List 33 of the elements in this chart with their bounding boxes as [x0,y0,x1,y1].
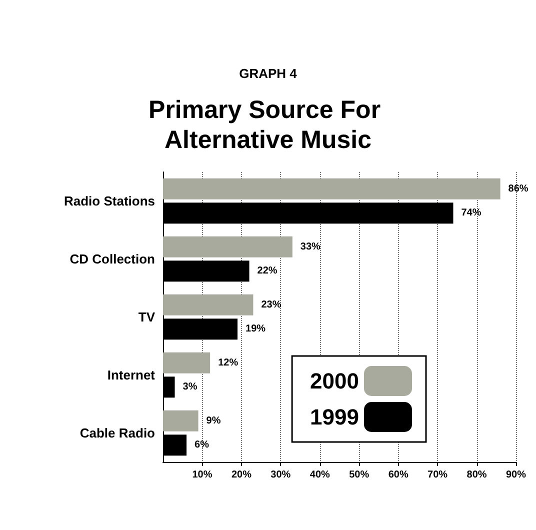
chart-subtitle: GRAPH 4 [239,66,298,81]
chart-title: Primary Source For Alternative Music [148,96,388,154]
data-label: 33% [300,241,321,252]
legend-label: 1999 [310,404,359,430]
data-label: 22% [257,266,278,277]
x-tick-label: 10% [192,470,212,480]
x-tick-label: 60% [388,470,408,480]
data-label: 9% [206,415,221,426]
bar [163,178,500,200]
x-tick-label: 40% [310,470,330,480]
x-tick-label: 30% [270,470,291,480]
y-tick-label: Radio Stations [64,194,155,208]
y-tick-label: CD Collection [70,252,156,266]
data-label: 86% [508,183,528,194]
data-label: 12% [218,357,238,368]
x-tick-label: 80% [466,470,487,480]
x-tick-label: 20% [231,470,252,480]
bar [163,352,210,374]
x-tick-label: 70% [428,470,448,480]
data-label: 19% [246,324,266,335]
data-label: 23% [261,299,282,310]
x-tick-label: 50% [349,470,370,480]
bar [163,410,198,432]
y-tick-label: Cable Radio [80,426,156,440]
y-tick-label: TV [138,310,156,324]
data-label: 74% [461,208,482,219]
x-tick-label: 90% [506,470,526,480]
data-label: 3% [182,382,198,393]
bar [163,236,292,258]
bar [163,294,254,316]
data-label: 6% [194,440,210,451]
legend-label: 2000 [310,368,359,394]
y-tick-label: Internet [107,368,156,382]
